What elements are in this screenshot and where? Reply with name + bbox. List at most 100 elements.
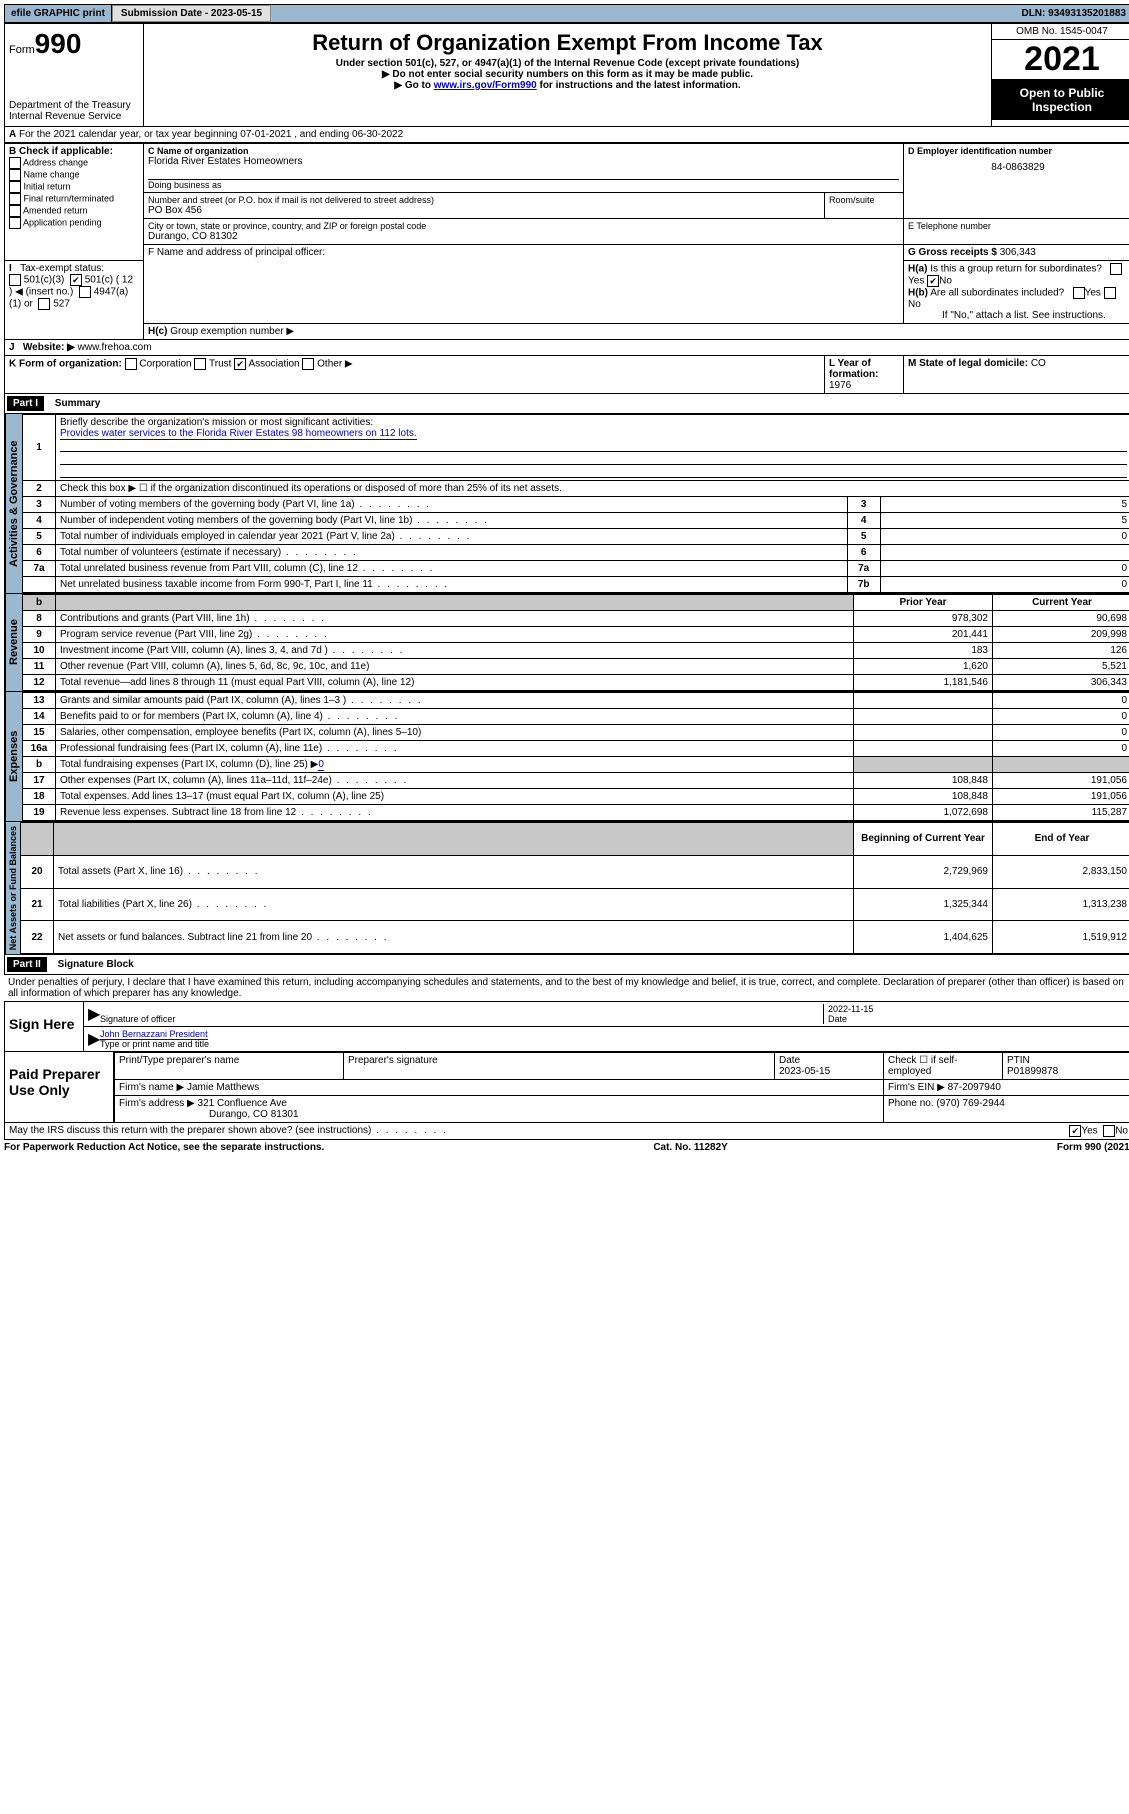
v3: 5	[880, 497, 1129, 513]
4947-check[interactable]	[79, 286, 91, 298]
hb-yes[interactable]	[1073, 287, 1085, 299]
k-assoc[interactable]: ✔	[234, 358, 246, 370]
efile-label: efile GRAPHIC print	[5, 5, 112, 22]
tab-netassets: Net Assets or Fund Balances	[5, 822, 20, 954]
c9: 209,998	[993, 627, 1129, 643]
q10: Investment income (Part VIII, column (A)…	[56, 643, 854, 659]
c17: 191,056	[993, 773, 1129, 789]
date-label: Date	[828, 1014, 847, 1024]
ein: 84-0863829	[908, 156, 1128, 179]
c12: 306,343	[993, 675, 1129, 691]
501c3-check[interactable]	[9, 274, 21, 286]
city-label: City or town, state or province, country…	[148, 221, 899, 231]
p12: 1,181,546	[854, 675, 993, 691]
q7b: Net unrelated business taxable income fr…	[56, 577, 848, 593]
c21: 1,313,238	[993, 888, 1129, 921]
cat-no: Cat. No. 11282Y	[653, 1142, 727, 1153]
may-yes[interactable]: ✔	[1069, 1125, 1081, 1137]
p20: 2,729,969	[854, 855, 993, 888]
q17: Other expenses (Part IX, column (A), lin…	[56, 773, 854, 789]
part2-label: Part II	[7, 957, 47, 972]
q21: Total liabilities (Part X, line 26)	[54, 888, 854, 921]
k-trust[interactable]	[194, 358, 206, 370]
q11: Other revenue (Part VIII, column (A), li…	[56, 659, 854, 675]
firm-name-label: Firm's name ▶	[119, 1082, 184, 1093]
hb-label: Are all subordinates included?	[930, 288, 1064, 299]
submission-date: Submission Date - 2023-05-15	[112, 5, 271, 22]
q14: Benefits paid to or for members (Part IX…	[56, 709, 854, 725]
end-label: End of Year	[993, 823, 1129, 856]
p18: 108,848	[854, 789, 993, 805]
website: www.frehoa.com	[78, 342, 152, 353]
q7a: Total unrelated business revenue from Pa…	[56, 561, 848, 577]
527-check[interactable]	[38, 298, 50, 310]
c22: 1,519,912	[993, 921, 1129, 954]
ptin: P01899878	[1007, 1066, 1058, 1077]
initial-return-check[interactable]	[9, 181, 21, 193]
p21: 1,325,344	[854, 888, 993, 921]
amended-check[interactable]	[9, 205, 21, 217]
q1: Briefly describe the organization's miss…	[60, 417, 373, 428]
sign-here-label: Sign Here	[5, 1002, 84, 1051]
q16a: Professional fundraising fees (Part IX, …	[56, 741, 854, 757]
top-bar: efile GRAPHIC print Submission Date - 20…	[4, 4, 1129, 23]
c11: 5,521	[993, 659, 1129, 675]
street-value: PO Box 456	[148, 205, 820, 216]
ptin-label: PTIN	[1007, 1055, 1030, 1066]
ha-yes[interactable]	[1110, 263, 1122, 275]
subtitle-1: Under section 501(c), 527, or 4947(a)(1)…	[148, 58, 987, 69]
c8: 90,698	[993, 611, 1129, 627]
form-title: Return of Organization Exempt From Incom…	[148, 30, 987, 56]
c14: 0	[993, 709, 1129, 725]
v7b: 0	[880, 577, 1129, 593]
p11: 1,620	[854, 659, 993, 675]
firm-ein: 87-2097940	[948, 1082, 1001, 1093]
omb-number: OMB No. 1545-0047	[992, 24, 1129, 40]
q15: Salaries, other compensation, employee b…	[56, 725, 854, 741]
current-label: Current Year	[993, 595, 1129, 611]
j-label: Website: ▶	[23, 342, 75, 353]
addr-change-check[interactable]	[9, 157, 21, 169]
print-name-label: Print/Type preparer's name	[119, 1055, 239, 1066]
q9: Program service revenue (Part VIII, line…	[56, 627, 854, 643]
c-label: C Name of organization	[148, 146, 899, 156]
name-change-check[interactable]	[9, 169, 21, 181]
final-return-check[interactable]	[9, 193, 21, 205]
paid-prep-label: Paid Preparer Use Only	[5, 1052, 114, 1122]
ha-label: Is this a group return for subordinates?	[930, 264, 1102, 275]
q18: Total expenses. Add lines 13–17 (must eq…	[56, 789, 854, 805]
p10: 183	[854, 643, 993, 659]
form-header: Form990 Department of the Treasury Inter…	[4, 23, 1129, 127]
part1-title: Summary	[55, 398, 101, 409]
q16b: Total fundraising expenses (Part IX, col…	[56, 757, 854, 773]
sign-date: 2022-11-15	[828, 1004, 873, 1014]
q1-answer: Provides water services to the Florida R…	[60, 428, 417, 440]
dba-label: Doing business as	[148, 180, 899, 190]
firm-addr: 321 Confluence Ave	[198, 1098, 287, 1109]
v6	[880, 545, 1129, 561]
501c-check[interactable]: ✔	[70, 274, 82, 286]
f-label: F Name and address of principal officer:	[148, 247, 899, 258]
irs-link[interactable]: www.irs.gov/Form990	[434, 80, 537, 91]
app-pending-check[interactable]	[9, 217, 21, 229]
q22: Net assets or fund balances. Subtract li…	[54, 921, 854, 954]
k-label: K Form of organization:	[9, 359, 122, 370]
may-no[interactable]	[1103, 1125, 1115, 1137]
d-label: D Employer identification number	[908, 146, 1128, 156]
begin-label: Beginning of Current Year	[854, 823, 993, 856]
k-other[interactable]	[302, 358, 314, 370]
prep-sig-label: Preparer's signature	[348, 1055, 438, 1066]
dept-treasury: Department of the Treasury	[9, 100, 139, 111]
q3: Number of voting members of the governin…	[56, 497, 848, 513]
subtitle-2: ▶ Do not enter social security numbers o…	[148, 69, 987, 80]
gross-receipts: 306,343	[1000, 247, 1036, 258]
hc-label: Group exemption number ▶	[170, 326, 294, 337]
ha-no[interactable]: ✔	[927, 275, 939, 287]
p22: 1,404,625	[854, 921, 993, 954]
k-corp[interactable]	[125, 358, 137, 370]
q6: Total number of volunteers (estimate if …	[56, 545, 848, 561]
open-to-public: Open to Public Inspection	[992, 80, 1129, 120]
q2: Check this box ▶ ☐ if the organization d…	[56, 481, 1129, 497]
phone-label: Phone no.	[888, 1098, 934, 1109]
hb-no[interactable]	[1104, 287, 1116, 299]
